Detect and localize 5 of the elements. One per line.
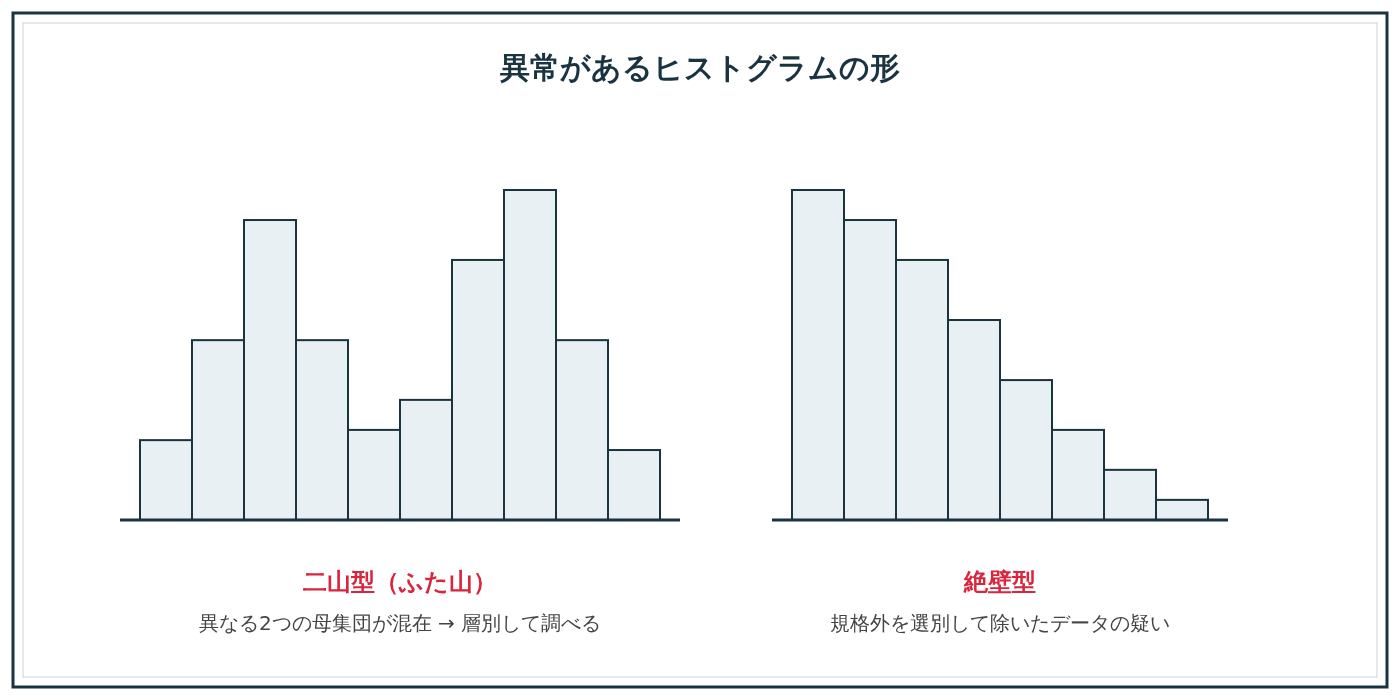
text: 異常があるヒストグラムの形	[500, 50, 900, 85]
text: 二山型（ふた山）	[303, 568, 497, 596]
text: 絶壁型	[963, 568, 1036, 596]
text: 規格外を選別して除いたデータの疑い	[830, 611, 1170, 635]
text: 異なる2つの母集団が混在 → 層別して調べる	[198, 611, 602, 635]
